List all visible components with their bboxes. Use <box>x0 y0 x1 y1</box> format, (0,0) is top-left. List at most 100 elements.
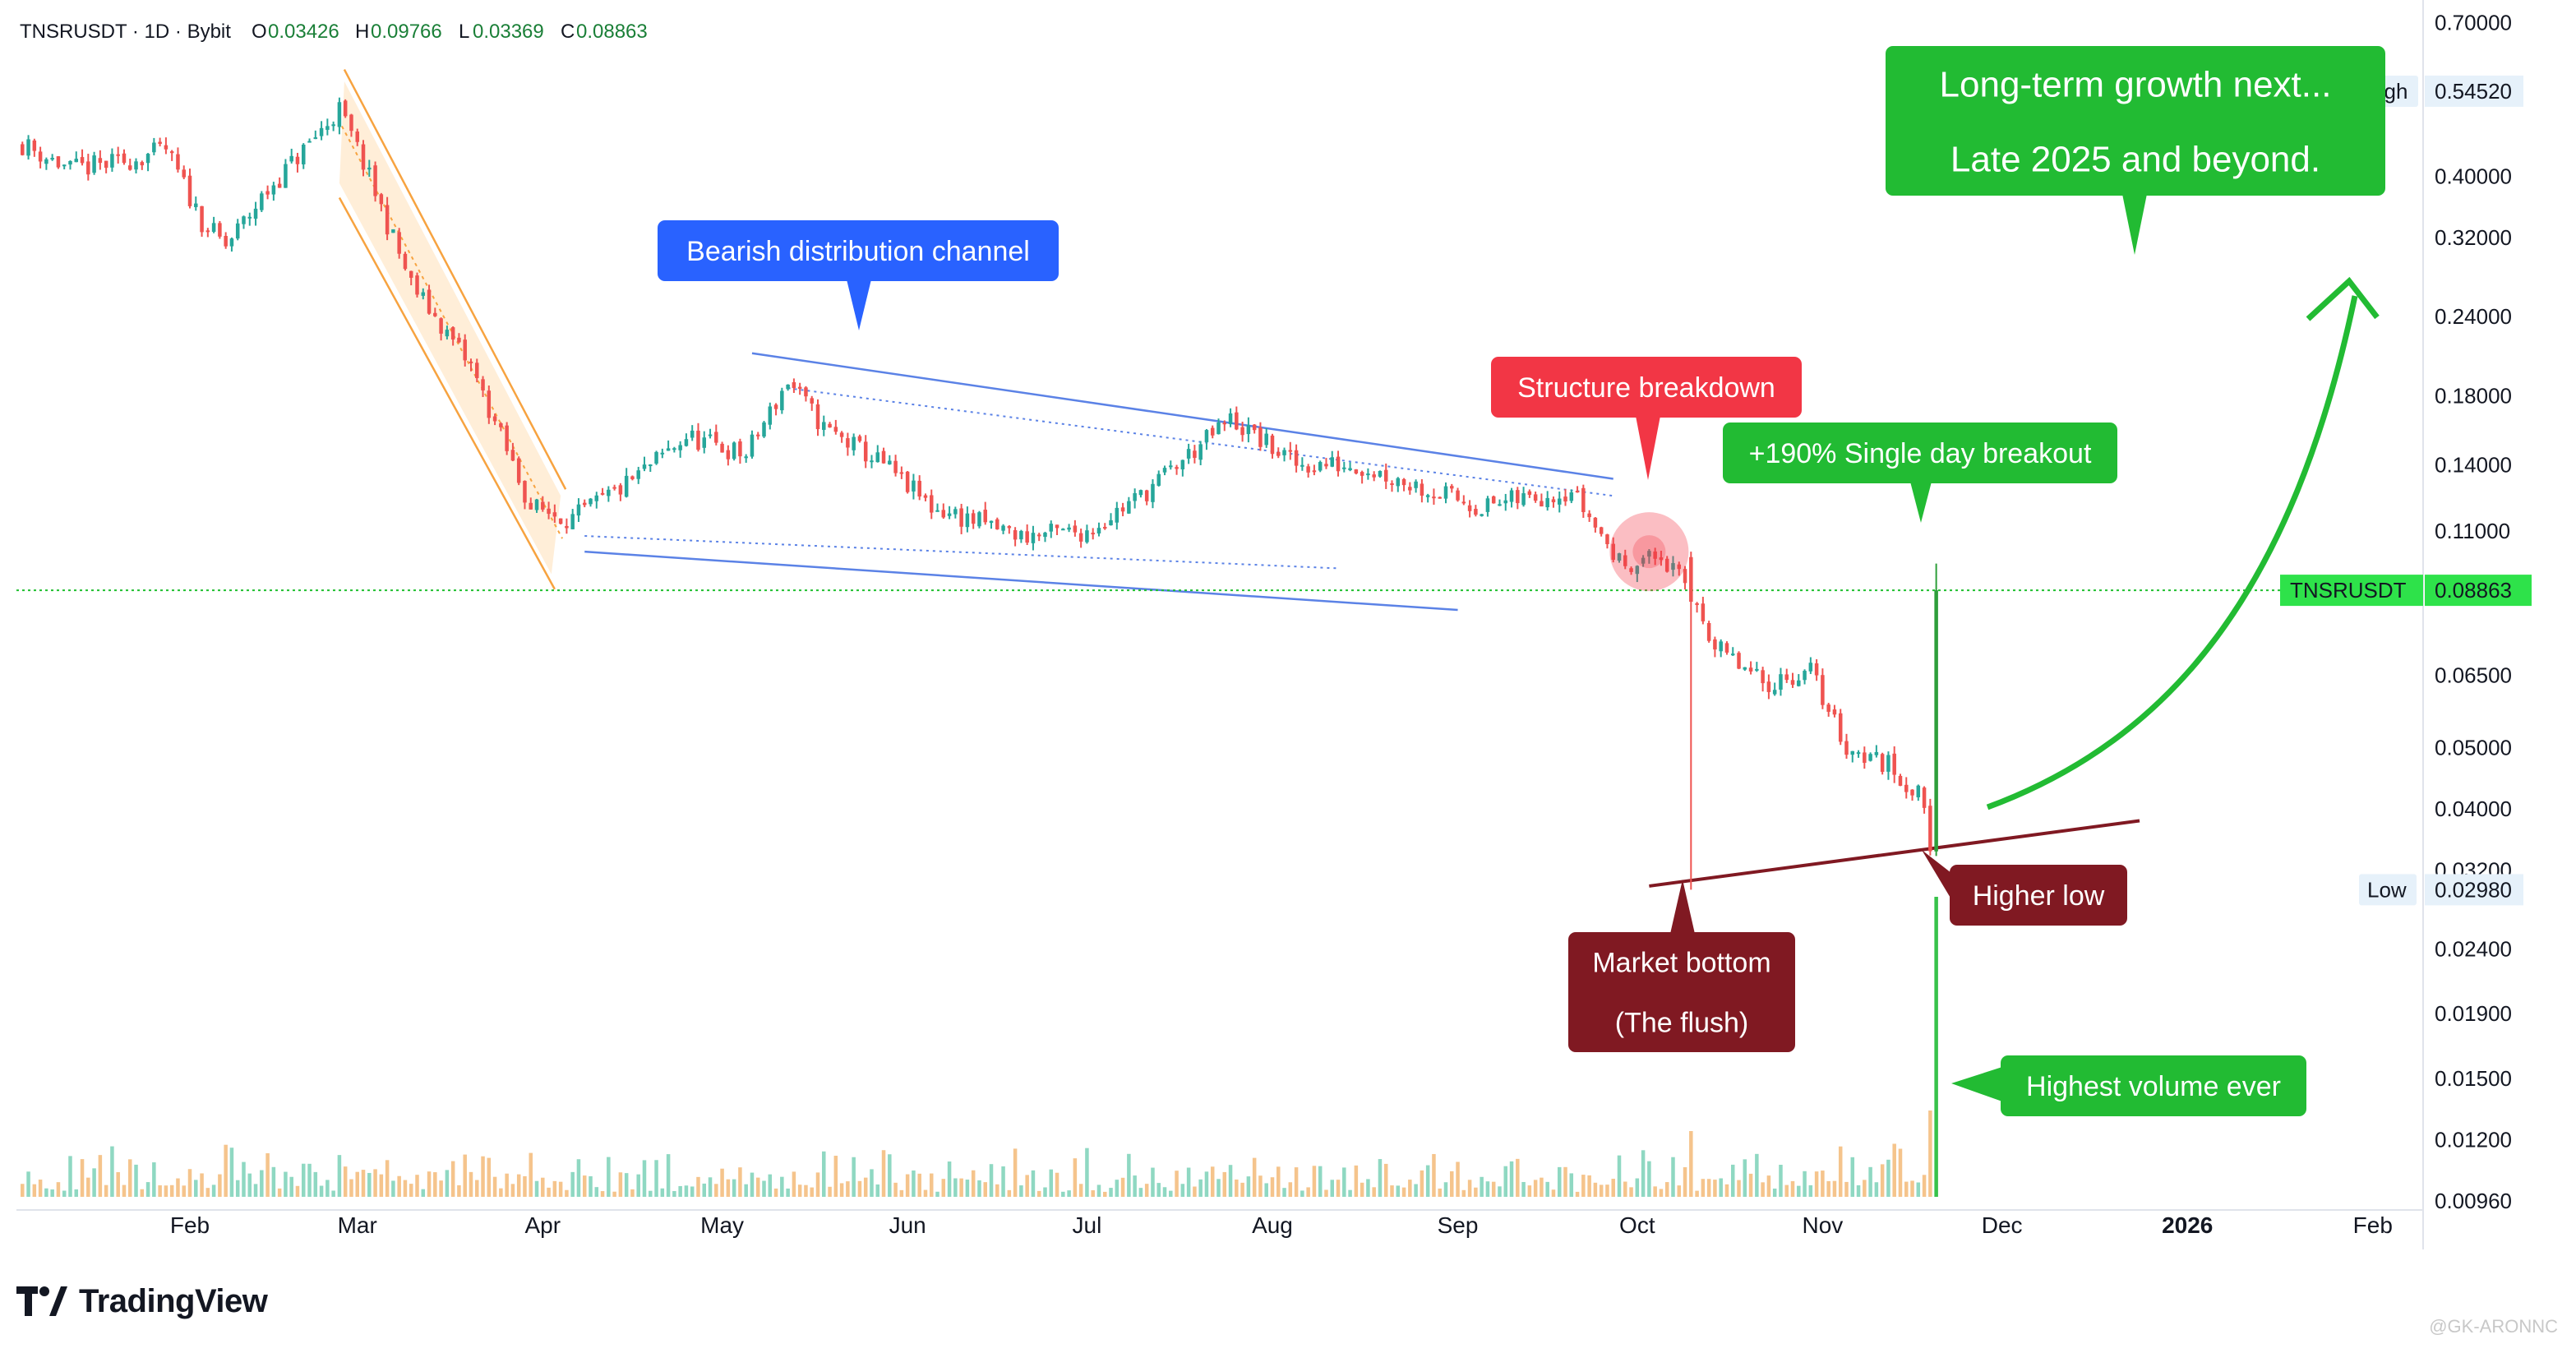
candle-body <box>570 514 575 529</box>
candle <box>337 97 342 135</box>
volume-bar <box>475 1180 479 1197</box>
price-tick-label: 0.01900 <box>2435 1001 2512 1026</box>
volume-bar <box>1886 1159 1890 1197</box>
candle-body <box>786 384 790 390</box>
candle <box>1096 522 1101 537</box>
volume-bar <box>558 1181 563 1197</box>
volume-bar <box>1856 1184 1861 1197</box>
volume-bar <box>211 1184 216 1197</box>
volume-bar <box>917 1173 921 1197</box>
candle-body <box>649 464 653 467</box>
candle <box>846 432 850 456</box>
volume-bar <box>463 1154 467 1197</box>
candle <box>1156 470 1161 487</box>
candle <box>1503 493 1508 511</box>
candle <box>355 128 359 146</box>
candle <box>1007 524 1012 534</box>
volume-bar <box>247 1173 252 1197</box>
candle <box>1366 468 1370 480</box>
candle <box>1414 479 1418 493</box>
candle <box>1115 501 1119 530</box>
candle <box>1701 597 1706 625</box>
candle <box>1653 547 1657 566</box>
candle <box>929 489 934 519</box>
candle <box>941 503 946 519</box>
volume-bar <box>510 1184 515 1197</box>
volume-bar <box>1078 1184 1083 1197</box>
volume-bar <box>893 1182 898 1197</box>
candle-body <box>594 495 599 501</box>
volume-bar <box>1169 1190 1173 1197</box>
candle-body <box>1438 496 1442 499</box>
volume-bar <box>755 1177 760 1197</box>
candle <box>750 430 755 459</box>
candle-body <box>349 114 353 132</box>
volume-bar <box>1324 1189 1328 1197</box>
candle <box>1516 487 1520 510</box>
candle-body <box>1390 483 1394 485</box>
candle <box>1378 470 1383 478</box>
candle <box>1162 465 1167 476</box>
candle <box>1240 422 1244 442</box>
candle-body <box>397 232 401 254</box>
candle <box>1228 408 1233 427</box>
candle-body <box>1300 464 1304 467</box>
candle <box>235 219 240 241</box>
candle-body <box>289 155 293 162</box>
candle-body <box>953 509 958 515</box>
candle-body <box>1856 752 1861 755</box>
candle <box>1336 450 1341 477</box>
volume-bar <box>1151 1167 1155 1197</box>
candle <box>1216 418 1221 435</box>
time-tick-label: Dec <box>1982 1212 2023 1238</box>
volume-bar <box>523 1175 527 1197</box>
candle-body <box>1784 674 1789 681</box>
volume-bar <box>1587 1175 1591 1197</box>
candle <box>1689 552 1693 890</box>
candle-body <box>1031 533 1036 543</box>
volume-bar <box>1605 1184 1609 1197</box>
candle-body <box>242 216 246 224</box>
volume-bar <box>1748 1173 1753 1197</box>
candle <box>343 99 348 118</box>
volume-bar <box>1611 1179 1615 1197</box>
ohlc-high-value: 0.09766 <box>371 21 442 43</box>
candle-body <box>104 160 108 169</box>
candle <box>1509 487 1514 508</box>
volume-bar <box>594 1187 599 1197</box>
volume-bar <box>385 1160 390 1197</box>
candle-body <box>152 142 156 153</box>
volume-bar <box>331 1190 335 1197</box>
candle-body <box>182 169 186 178</box>
candle-body <box>875 452 880 463</box>
price-tick-label: 0.01500 <box>2435 1066 2512 1091</box>
candle-body <box>122 153 127 164</box>
volume-bar <box>367 1172 372 1197</box>
volume-bar <box>1844 1181 1849 1197</box>
price-tick-label: 0.18000 <box>2435 383 2512 408</box>
candle-body <box>1102 527 1107 529</box>
volume-bar <box>565 1189 569 1197</box>
volume-bar <box>833 1156 838 1197</box>
candle-body <box>1797 680 1801 686</box>
candle-body <box>1461 501 1466 504</box>
candle <box>773 403 778 416</box>
volume-bar <box>690 1186 695 1197</box>
volume-bar <box>1019 1185 1023 1197</box>
candle-body <box>1832 709 1837 715</box>
candle <box>1443 482 1448 504</box>
candle <box>1629 566 1633 575</box>
ohlc-low-label: L <box>459 21 469 43</box>
candle-body <box>1198 444 1203 460</box>
candle-body <box>1078 533 1083 542</box>
tradingview-logo[interactable]: TradingView <box>16 1279 268 1323</box>
candle <box>1706 621 1711 643</box>
volume-bar <box>62 1190 67 1197</box>
volume-bar <box>977 1180 981 1197</box>
volume-bar <box>912 1170 916 1197</box>
candle-body <box>654 451 658 464</box>
volume-bar <box>1222 1171 1227 1197</box>
candle <box>1892 746 1896 783</box>
